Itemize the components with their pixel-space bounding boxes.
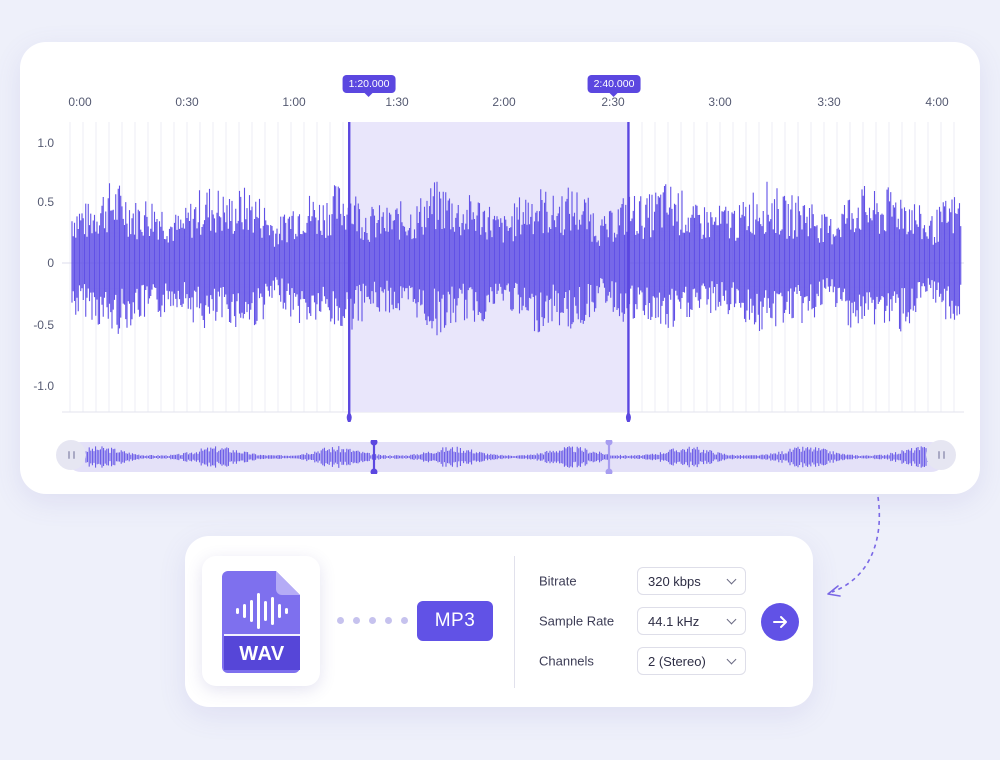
selection-start-time: 1:20.000: [342, 75, 396, 97]
sample-rate-value: 44.1 kHz: [648, 614, 700, 629]
time-tick: 3:00: [708, 95, 732, 109]
chevron-down-icon: [726, 574, 737, 585]
time-tick: 1:30: [385, 95, 409, 109]
scroll-start-button[interactable]: [56, 440, 86, 470]
time-tick: 0:30: [175, 95, 199, 109]
amplitude-tick: -1.0: [33, 379, 54, 393]
bitrate-value: 320 kbps: [648, 574, 701, 589]
amplitude-tick: -0.5: [33, 318, 54, 332]
time-tick: 3:30: [817, 95, 841, 109]
overview-end-knob[interactable]: [605, 440, 613, 446]
source-format-label: WAV: [239, 643, 285, 665]
overview-scrubber[interactable]: [56, 440, 956, 474]
arrow-right-icon: [773, 616, 787, 628]
waveform-canvas[interactable]: [62, 122, 964, 422]
channels-value: 2 (Stereo): [648, 654, 706, 669]
time-tick: 2:30: [601, 95, 625, 109]
target-format-badge[interactable]: MP3: [417, 601, 493, 641]
channels-select[interactable]: 2 (Stereo): [637, 647, 746, 675]
audio-file-icon: [222, 571, 300, 673]
audio-waveform: [71, 181, 962, 336]
time-tick: 2:00: [492, 95, 516, 109]
overview-end-knob-bottom[interactable]: [605, 468, 613, 475]
scroll-end-button[interactable]: [926, 440, 956, 470]
chevron-down-icon: [726, 614, 737, 625]
time-tick: 0:00: [68, 95, 92, 109]
pause-icon: [67, 451, 75, 459]
bitrate-select[interactable]: 320 kbps: [637, 567, 746, 595]
chevron-down-icon: [726, 654, 737, 665]
overview-start-knob-bottom[interactable]: [370, 468, 378, 475]
sample-rate-select[interactable]: 44.1 kHz: [637, 607, 746, 635]
conversion-progress-dots: [337, 617, 408, 624]
pause-icon: [937, 451, 945, 459]
selection-start-handle-bottom[interactable]: [346, 412, 352, 422]
time-tick: 1:00: [282, 95, 306, 109]
time-tick: 4:00: [925, 95, 949, 109]
sample-rate-label: Sample Rate: [539, 613, 615, 629]
convert-button[interactable]: [761, 603, 799, 641]
overview-start-knob[interactable]: [370, 440, 378, 446]
overview-waveform: [85, 446, 929, 468]
amplitude-tick: 0: [47, 256, 54, 270]
amplitude-tick: 1.0: [37, 136, 54, 150]
overview-track: [66, 442, 946, 472]
selection-end-time: 2:40.000: [587, 75, 641, 97]
selection-end-handle-bottom[interactable]: [625, 412, 631, 422]
channels-label: Channels: [539, 653, 594, 669]
panel-divider: [514, 556, 515, 688]
amplitude-tick: 0.5: [37, 195, 54, 209]
bitrate-label: Bitrate: [539, 573, 577, 589]
